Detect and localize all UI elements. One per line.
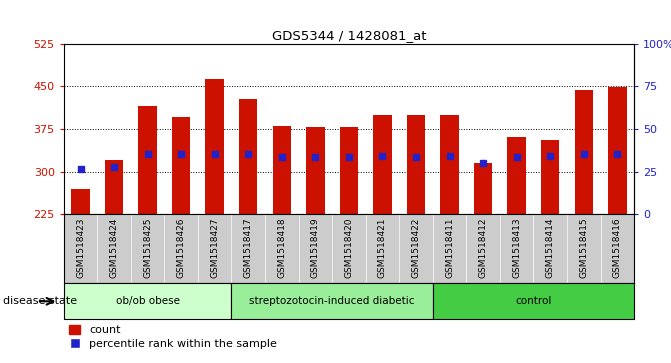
Text: GSM1518415: GSM1518415 (579, 217, 588, 278)
Text: GSM1518416: GSM1518416 (613, 217, 622, 278)
Bar (64, 283, 231, 319)
Bar (172, 118, 191, 214)
Bar (373, 115, 392, 214)
Bar (105, 160, 123, 214)
Bar (231, 283, 433, 319)
Bar (574, 90, 593, 214)
Bar (138, 106, 157, 214)
Text: GSM1518424: GSM1518424 (109, 217, 119, 278)
Bar (272, 126, 291, 214)
Bar (71, 188, 90, 214)
Text: GSM1518412: GSM1518412 (478, 217, 488, 278)
Text: GSM1518421: GSM1518421 (378, 217, 387, 278)
Bar (507, 137, 526, 214)
Text: GSM1518413: GSM1518413 (512, 217, 521, 278)
Text: ob/ob obese: ob/ob obese (115, 296, 180, 306)
Text: GSM1518427: GSM1518427 (210, 217, 219, 278)
Legend: count, percentile rank within the sample: count, percentile rank within the sample (69, 325, 277, 349)
Text: GSM1518420: GSM1518420 (344, 217, 354, 278)
Text: GSM1518414: GSM1518414 (546, 217, 555, 278)
Bar (433, 283, 634, 319)
Title: GDS5344 / 1428081_at: GDS5344 / 1428081_at (272, 29, 426, 42)
Bar (340, 127, 358, 214)
Bar (474, 163, 493, 214)
Text: GSM1518425: GSM1518425 (143, 217, 152, 278)
Text: GSM1518411: GSM1518411 (445, 217, 454, 278)
Text: GSM1518426: GSM1518426 (176, 217, 186, 278)
Text: GSM1518418: GSM1518418 (277, 217, 287, 278)
Bar (407, 115, 425, 214)
Text: GSM1518422: GSM1518422 (411, 217, 421, 278)
Bar (306, 127, 325, 214)
Bar (205, 79, 224, 214)
Text: GSM1518417: GSM1518417 (244, 217, 253, 278)
Bar (541, 140, 560, 214)
Bar (440, 115, 459, 214)
Text: control: control (515, 296, 552, 306)
Bar (608, 87, 627, 214)
Bar (239, 99, 258, 214)
Text: GSM1518423: GSM1518423 (76, 217, 85, 278)
Text: disease state: disease state (3, 296, 77, 306)
Text: GSM1518419: GSM1518419 (311, 217, 320, 278)
Text: streptozotocin-induced diabetic: streptozotocin-induced diabetic (250, 296, 415, 306)
